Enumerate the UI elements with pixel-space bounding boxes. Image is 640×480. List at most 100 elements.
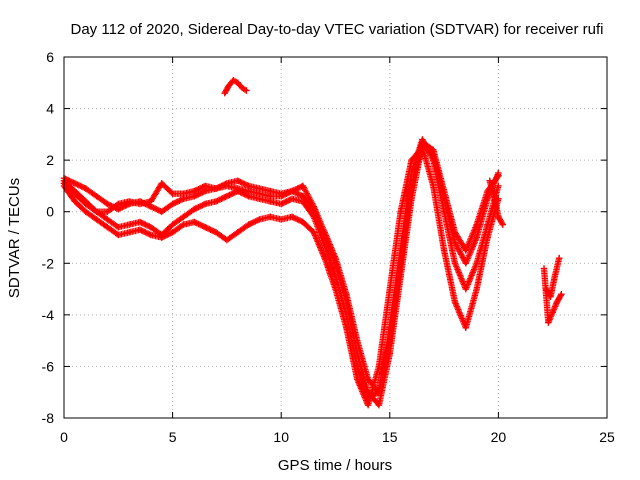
data-point — [191, 205, 198, 213]
data-point — [245, 221, 252, 228]
data-point — [158, 208, 165, 215]
data-point — [136, 218, 144, 226]
data-point — [169, 229, 176, 236]
data-point — [71, 180, 79, 187]
data-point — [169, 221, 176, 228]
data-point — [495, 213, 502, 221]
data-point — [386, 337, 393, 344]
data-point — [375, 363, 383, 370]
y-tick-label: 4 — [46, 101, 54, 117]
data-point — [549, 309, 556, 316]
data-point — [180, 190, 187, 197]
y-tick-label: -8 — [42, 410, 55, 426]
data-point — [343, 324, 350, 331]
data-point — [321, 254, 328, 262]
data-point — [191, 187, 198, 195]
data-point — [71, 190, 79, 197]
data-point — [223, 193, 231, 200]
x-tick-label: 5 — [169, 429, 177, 445]
plot-frame — [63, 56, 608, 419]
data-point — [230, 77, 237, 84]
data-point — [201, 200, 209, 208]
x-tick-label: 20 — [491, 429, 507, 445]
data-point — [451, 229, 459, 236]
data-point — [542, 285, 550, 293]
data-point — [495, 172, 502, 179]
data-point — [115, 231, 122, 239]
data-point — [332, 285, 339, 293]
data-point — [408, 156, 415, 164]
data-point — [408, 182, 415, 190]
data-point — [440, 208, 448, 215]
data-point — [558, 291, 565, 298]
y-tick-label: -6 — [42, 358, 55, 374]
series-track-8 — [542, 254, 563, 301]
data-point — [104, 200, 111, 208]
x-tick-label: 15 — [382, 429, 398, 445]
data-point — [71, 198, 79, 205]
data-point — [158, 234, 165, 241]
data-point — [321, 229, 328, 236]
data-point — [419, 138, 426, 146]
data-point — [288, 195, 296, 203]
data-point — [125, 229, 133, 236]
data-point — [125, 221, 133, 228]
series-track-7 — [540, 265, 565, 326]
data-point — [212, 185, 220, 192]
data-point — [462, 285, 470, 293]
data-point — [256, 190, 263, 197]
data-point — [299, 218, 307, 226]
y-tick-label: -2 — [42, 255, 55, 271]
data-point — [267, 213, 274, 221]
data-point — [540, 265, 548, 272]
y-tick-label: 6 — [46, 49, 54, 65]
data-point — [397, 208, 404, 215]
data-point — [278, 216, 285, 223]
data-point — [234, 229, 241, 236]
data-point — [321, 242, 328, 249]
data-point — [310, 229, 317, 236]
data-point — [169, 190, 176, 197]
data-point — [243, 87, 250, 94]
data-point — [462, 260, 470, 267]
data-point — [499, 221, 506, 228]
data-point — [473, 285, 480, 293]
data-point — [288, 213, 296, 221]
data-point — [225, 82, 233, 89]
grid — [64, 57, 607, 418]
data-point — [364, 376, 372, 383]
data-point — [440, 247, 448, 254]
y-axis-label: SDTVAR / TECUs — [6, 178, 23, 298]
data-point — [191, 218, 198, 226]
data-point — [310, 203, 317, 210]
data-point — [82, 208, 89, 215]
data-point — [299, 182, 307, 190]
data-point — [169, 200, 176, 208]
data-point — [125, 198, 133, 205]
series-track-6 — [486, 177, 506, 228]
y-tick-label: 2 — [46, 152, 54, 168]
data-point — [451, 260, 459, 267]
data-point — [234, 177, 241, 184]
data-point — [223, 182, 231, 190]
data-point — [278, 193, 285, 200]
x-tick-label: 0 — [60, 429, 68, 445]
data-point — [180, 213, 187, 221]
data-point — [440, 187, 448, 195]
data-point — [147, 223, 155, 231]
data-point — [430, 182, 437, 190]
data-point — [473, 260, 480, 267]
data-point — [332, 254, 339, 262]
data-point — [551, 272, 559, 280]
data-point — [93, 208, 100, 215]
data-point — [553, 298, 561, 306]
data-point — [115, 200, 122, 208]
data-point — [147, 231, 155, 239]
ticks: 0 5 10 15 20 25 -8 -6 -4 -2 0 2 4 6 — [42, 49, 615, 445]
data-point — [451, 298, 459, 306]
data-point — [462, 247, 470, 254]
data-point — [234, 185, 241, 192]
data-point — [545, 319, 552, 326]
x-tick-label: 10 — [273, 429, 289, 445]
data-point — [473, 234, 480, 241]
